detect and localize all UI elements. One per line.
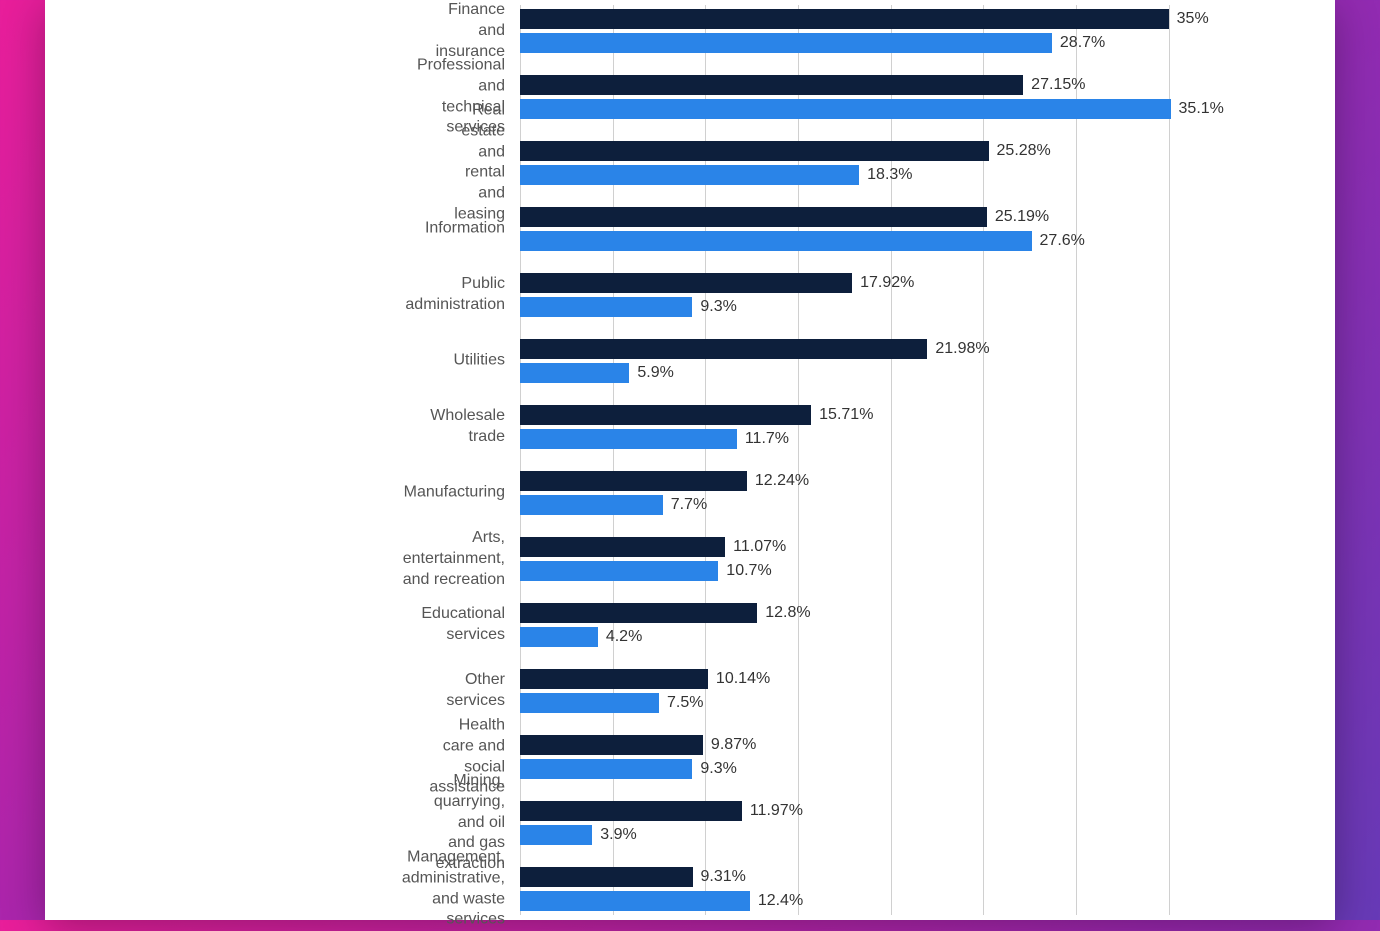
bar-value-label: 27.15% — [1023, 76, 1085, 94]
bar: 9.87% — [520, 735, 703, 755]
category-group: Information25.19%27.6% — [520, 207, 1215, 251]
category-label: Arts, entertainment, and recreation — [403, 528, 520, 590]
category-group: Mining, quarrying, and oil and gas extra… — [520, 801, 1215, 845]
bar-value-label: 3.9% — [592, 826, 636, 844]
bar-value-label: 9.87% — [703, 736, 756, 754]
bar-value-label: 7.5% — [659, 694, 703, 712]
bar-value-label: 9.3% — [692, 760, 736, 778]
bar: 7.5% — [520, 693, 659, 713]
bar-value-label: 35.1% — [1171, 100, 1224, 118]
bar-value-label: 10.7% — [718, 562, 771, 580]
bar: 27.15% — [520, 75, 1023, 95]
category-group: Arts, entertainment, and recreation11.07… — [520, 537, 1215, 581]
category-group: Professional and technical services27.15… — [520, 75, 1215, 119]
category-label: Educational services — [421, 604, 520, 646]
category-label: Wholesale trade — [430, 406, 520, 448]
bar-value-label: 17.92% — [852, 274, 914, 292]
bar: 27.6% — [520, 231, 1032, 251]
bar: 12.24% — [520, 471, 747, 491]
category-group: Management, administrative, and waste se… — [520, 867, 1215, 911]
bar: 35% — [520, 9, 1169, 29]
category-label: Management, administrative, and waste se… — [402, 847, 520, 930]
bar: 12.4% — [520, 891, 750, 911]
bar: 15.71% — [520, 405, 811, 425]
bar: 11.7% — [520, 429, 737, 449]
category-label: Public administration — [405, 274, 520, 316]
bar: 17.92% — [520, 273, 852, 293]
bar: 18.3% — [520, 165, 859, 185]
category-label: Finance and insurance — [436, 0, 520, 62]
bar: 11.97% — [520, 801, 742, 821]
category-group: Manufacturing12.24%7.7% — [520, 471, 1215, 515]
bar-value-label: 9.3% — [692, 298, 736, 316]
bar: 4.2% — [520, 627, 598, 647]
chart-plot-area: Finance and insurance35%28.7%Professiona… — [520, 5, 1215, 915]
category-group: Other services10.14%7.5% — [520, 669, 1215, 713]
bar: 21.98% — [520, 339, 927, 359]
bar: 10.14% — [520, 669, 708, 689]
bar-value-label: 11.97% — [742, 802, 803, 820]
bar: 5.9% — [520, 363, 629, 383]
bar-value-label: 15.71% — [811, 406, 873, 424]
category-label: Utilities — [453, 351, 520, 372]
bar: 28.7% — [520, 33, 1052, 53]
bar-value-label: 25.19% — [987, 208, 1049, 226]
category-group: Utilities21.98%5.9% — [520, 339, 1215, 383]
bar-value-label: 27.6% — [1032, 232, 1085, 250]
bar-value-label: 12.4% — [750, 892, 803, 910]
bar-value-label: 12.24% — [747, 472, 809, 490]
bar-value-label: 28.7% — [1052, 34, 1105, 52]
bar-value-label: 5.9% — [629, 364, 673, 382]
bar-value-label: 9.31% — [693, 868, 746, 886]
category-label: Manufacturing — [404, 483, 520, 504]
bar-value-label: 11.7% — [737, 430, 789, 448]
bar: 25.19% — [520, 207, 987, 227]
category-group: Educational services12.8%4.2% — [520, 603, 1215, 647]
category-label: Information — [425, 219, 520, 240]
category-label: Real estate and rental and leasing — [454, 101, 520, 226]
bar-value-label: 10.14% — [708, 670, 770, 688]
bar: 25.28% — [520, 141, 989, 161]
chart-card: Finance and insurance35%28.7%Professiona… — [45, 0, 1335, 920]
bar-value-label: 7.7% — [663, 496, 707, 514]
bar: 7.7% — [520, 495, 663, 515]
bar-value-label: 12.8% — [757, 604, 810, 622]
bar: 11.07% — [520, 537, 725, 557]
category-group: Wholesale trade15.71%11.7% — [520, 405, 1215, 449]
bar-value-label: 25.28% — [989, 142, 1051, 160]
bar: 9.3% — [520, 297, 692, 317]
bar-value-label: 11.07% — [725, 538, 786, 556]
category-group: Health care and social assistance9.87%9.… — [520, 735, 1215, 779]
bar-value-label: 4.2% — [598, 628, 642, 646]
bar: 12.8% — [520, 603, 757, 623]
category-group: Public administration17.92%9.3% — [520, 273, 1215, 317]
bar: 3.9% — [520, 825, 592, 845]
bar-value-label: 21.98% — [927, 340, 989, 358]
category-group: Real estate and rental and leasing25.28%… — [520, 141, 1215, 185]
bar: 9.3% — [520, 759, 692, 779]
category-group: Finance and insurance35%28.7% — [520, 9, 1215, 53]
category-label: Other services — [446, 670, 520, 712]
bar-value-label: 18.3% — [859, 166, 912, 184]
bar: 35.1% — [520, 99, 1171, 119]
bar-value-label: 35% — [1169, 10, 1209, 28]
bar: 9.31% — [520, 867, 693, 887]
bar: 10.7% — [520, 561, 718, 581]
